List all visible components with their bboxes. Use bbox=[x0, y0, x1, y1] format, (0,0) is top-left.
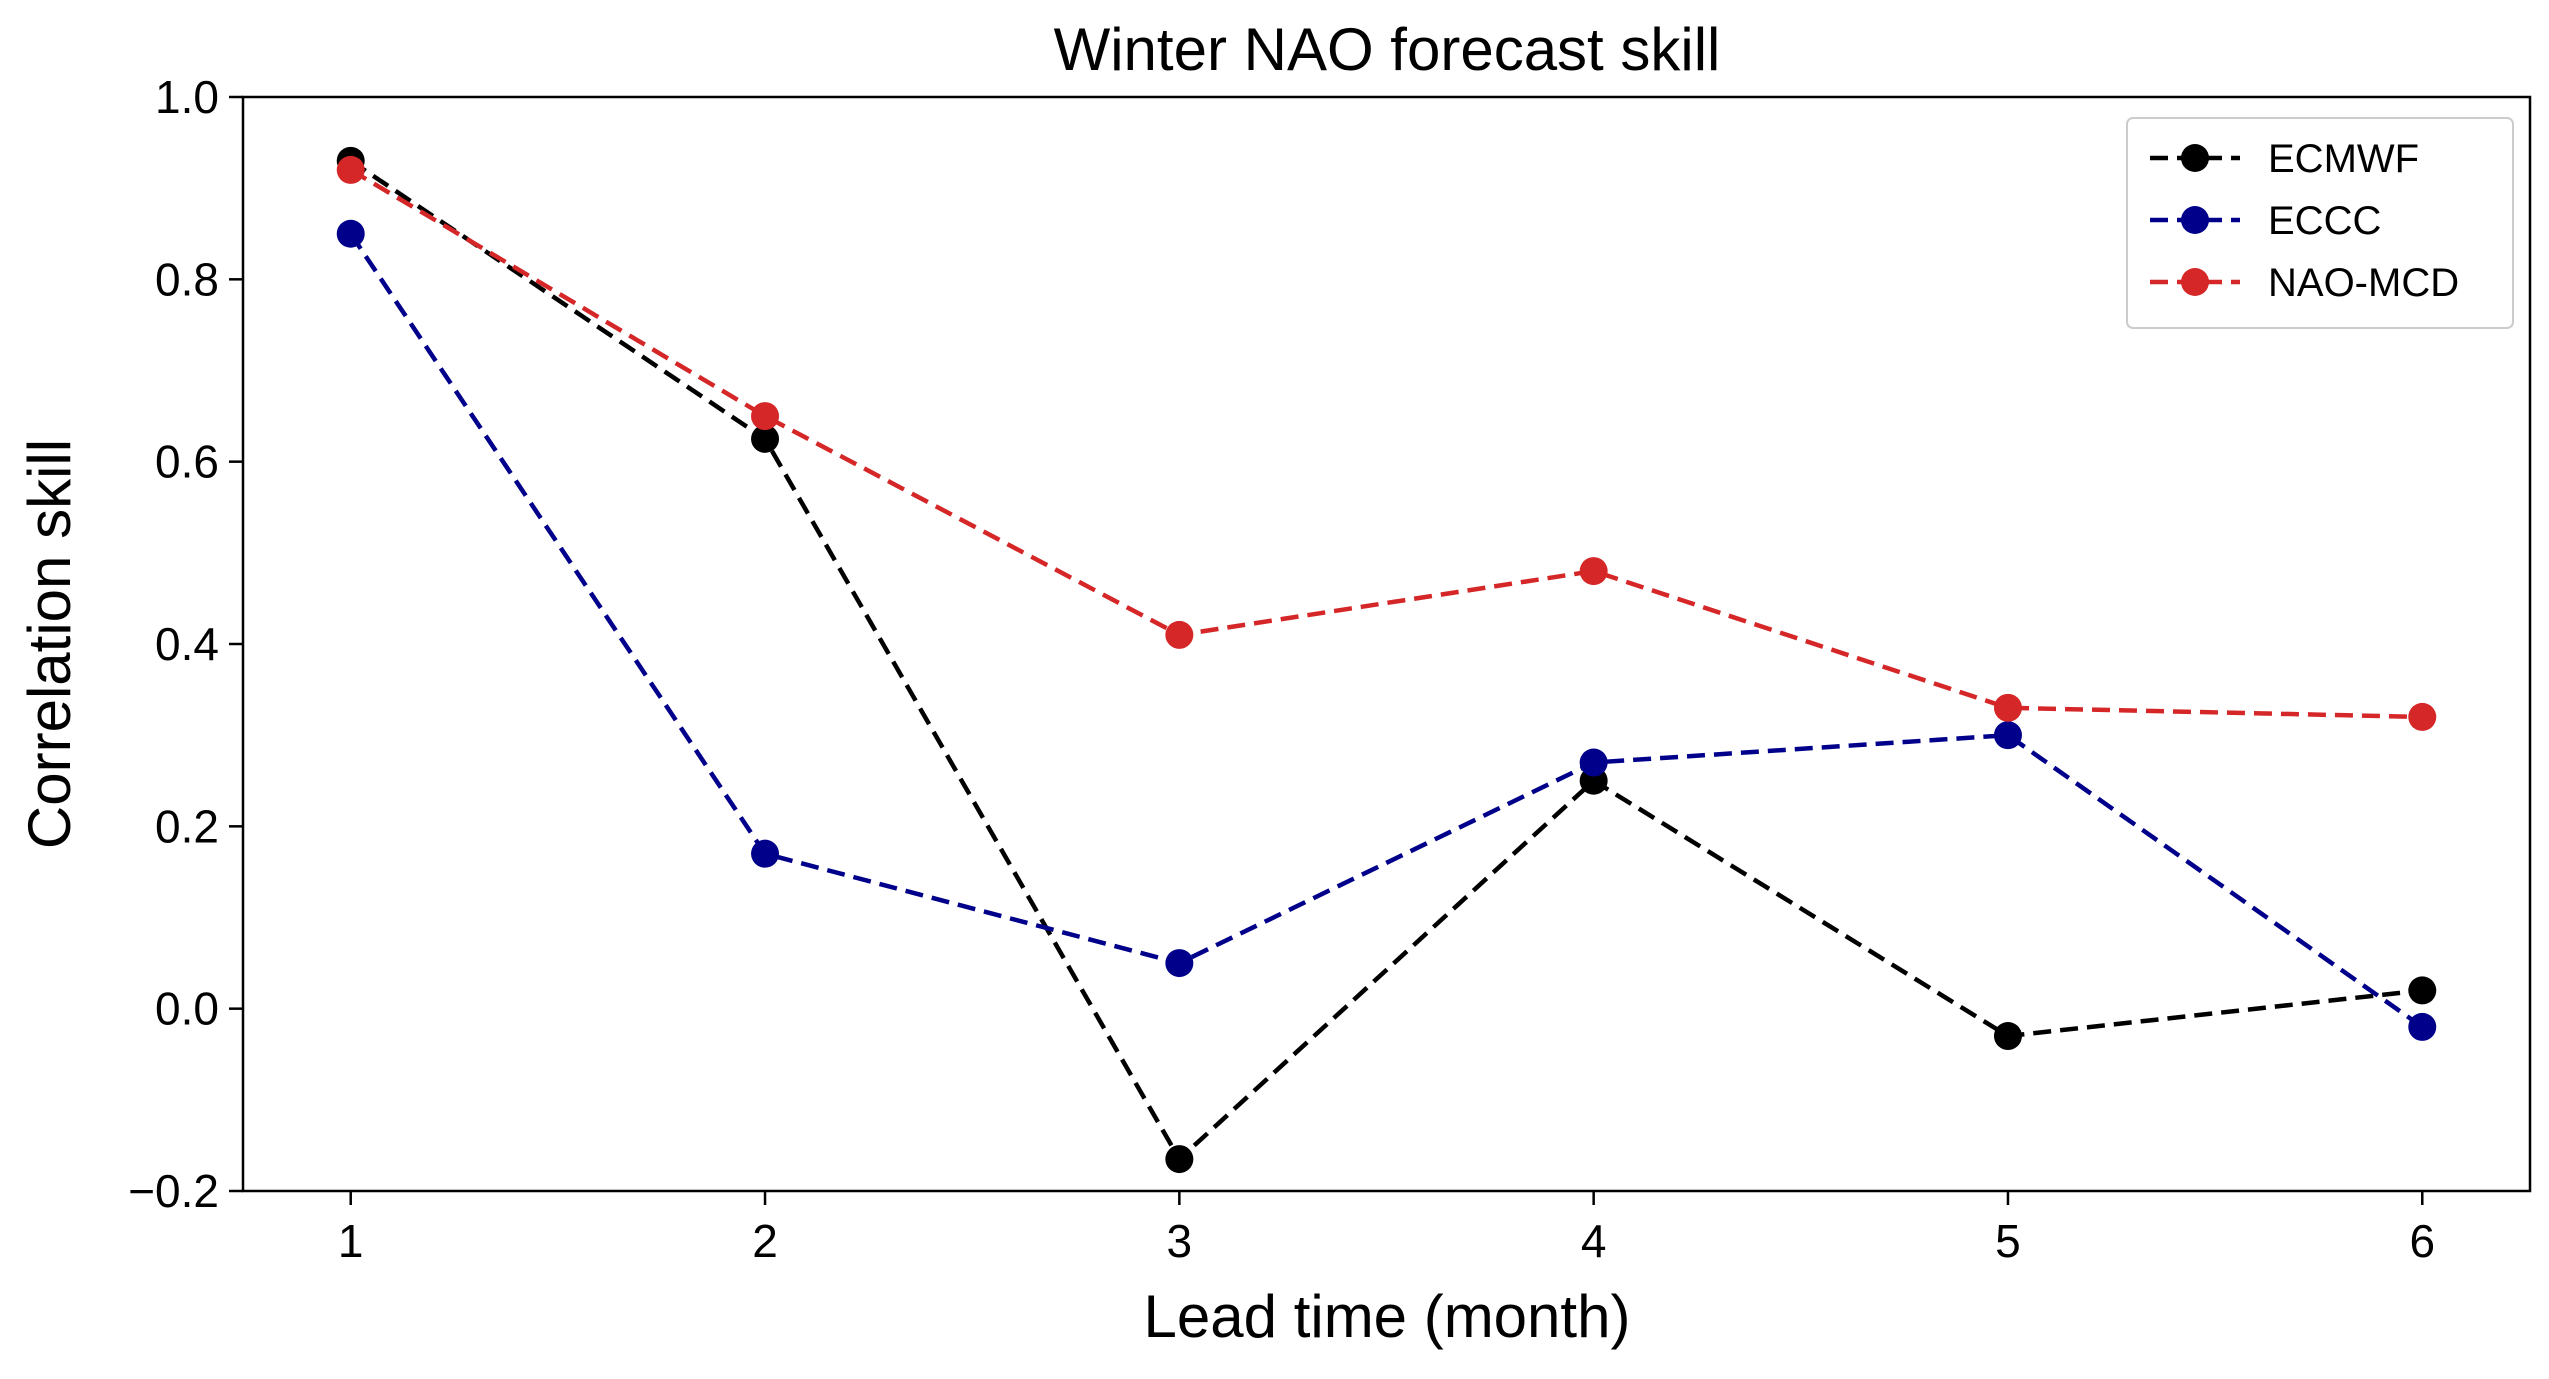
y-tick-label: −0.2 bbox=[128, 1165, 219, 1217]
data-point bbox=[1165, 620, 1194, 649]
data-point bbox=[751, 402, 780, 431]
y-tick-label: 0.6 bbox=[155, 436, 219, 488]
legend-label: ECMWF bbox=[2268, 137, 2419, 181]
x-axis-label: Lead time (month) bbox=[1144, 1283, 1631, 1350]
data-point bbox=[2408, 702, 2437, 731]
data-point bbox=[336, 219, 365, 248]
data-point bbox=[1579, 748, 1608, 777]
y-tick-label: 0.2 bbox=[155, 800, 219, 852]
plot-frame bbox=[241, 95, 2532, 1193]
chart-title: Winter NAO forecast skill bbox=[1054, 16, 1721, 83]
legend-label: NAO-MCD bbox=[2268, 261, 2459, 305]
y-tick-label: 1.0 bbox=[155, 71, 219, 123]
series-line bbox=[349, 167, 2423, 720]
x-tick-label: 1 bbox=[338, 1215, 364, 1267]
legend-marker-swatch bbox=[2181, 144, 2209, 172]
data-point bbox=[1993, 721, 2022, 750]
legend-item: ECMWF bbox=[2150, 137, 2419, 181]
x-tick-label: 4 bbox=[1581, 1215, 1607, 1267]
data-point bbox=[1165, 1145, 1194, 1174]
legend: ECMWF ECCC NAO-MCD bbox=[2126, 117, 2514, 329]
series-line bbox=[348, 232, 2424, 1029]
y-tick-label: 0.8 bbox=[155, 253, 219, 305]
data-point bbox=[751, 839, 780, 868]
data-point bbox=[336, 155, 365, 184]
data-point bbox=[1579, 557, 1608, 586]
data-point bbox=[1993, 1022, 2022, 1051]
data-point bbox=[2408, 1012, 2437, 1041]
series-line bbox=[349, 158, 2423, 1162]
series-layer bbox=[336, 146, 2437, 1174]
x-axis-ticks: 1 2 3 4 5 6 bbox=[338, 1191, 2435, 1267]
y-axis-ticks: −0.2 0.0 0.2 0.4 0.6 0.8 1.0 bbox=[128, 71, 243, 1217]
series-eccc bbox=[336, 219, 2437, 1041]
y-axis-label: Correlation skill bbox=[16, 439, 83, 849]
legend-item: NAO-MCD bbox=[2150, 261, 2459, 305]
y-tick-label: 0.0 bbox=[155, 983, 219, 1035]
x-tick-label: 3 bbox=[1167, 1215, 1193, 1267]
legend-marker-swatch bbox=[2181, 206, 2209, 234]
x-tick-label: 6 bbox=[2409, 1215, 2435, 1267]
data-point bbox=[1165, 949, 1194, 978]
legend-marker-swatch bbox=[2181, 268, 2209, 296]
legend-item: ECCC bbox=[2150, 199, 2381, 243]
series-nao-mcd bbox=[336, 155, 2437, 731]
legend-label: ECCC bbox=[2268, 199, 2381, 243]
legend-box bbox=[2126, 117, 2514, 329]
x-tick-label: 2 bbox=[752, 1215, 778, 1267]
x-tick-label: 5 bbox=[1995, 1215, 2021, 1267]
data-point bbox=[2408, 976, 2437, 1005]
data-point bbox=[751, 424, 780, 453]
y-tick-label: 0.4 bbox=[155, 618, 219, 670]
data-point bbox=[1993, 693, 2022, 722]
